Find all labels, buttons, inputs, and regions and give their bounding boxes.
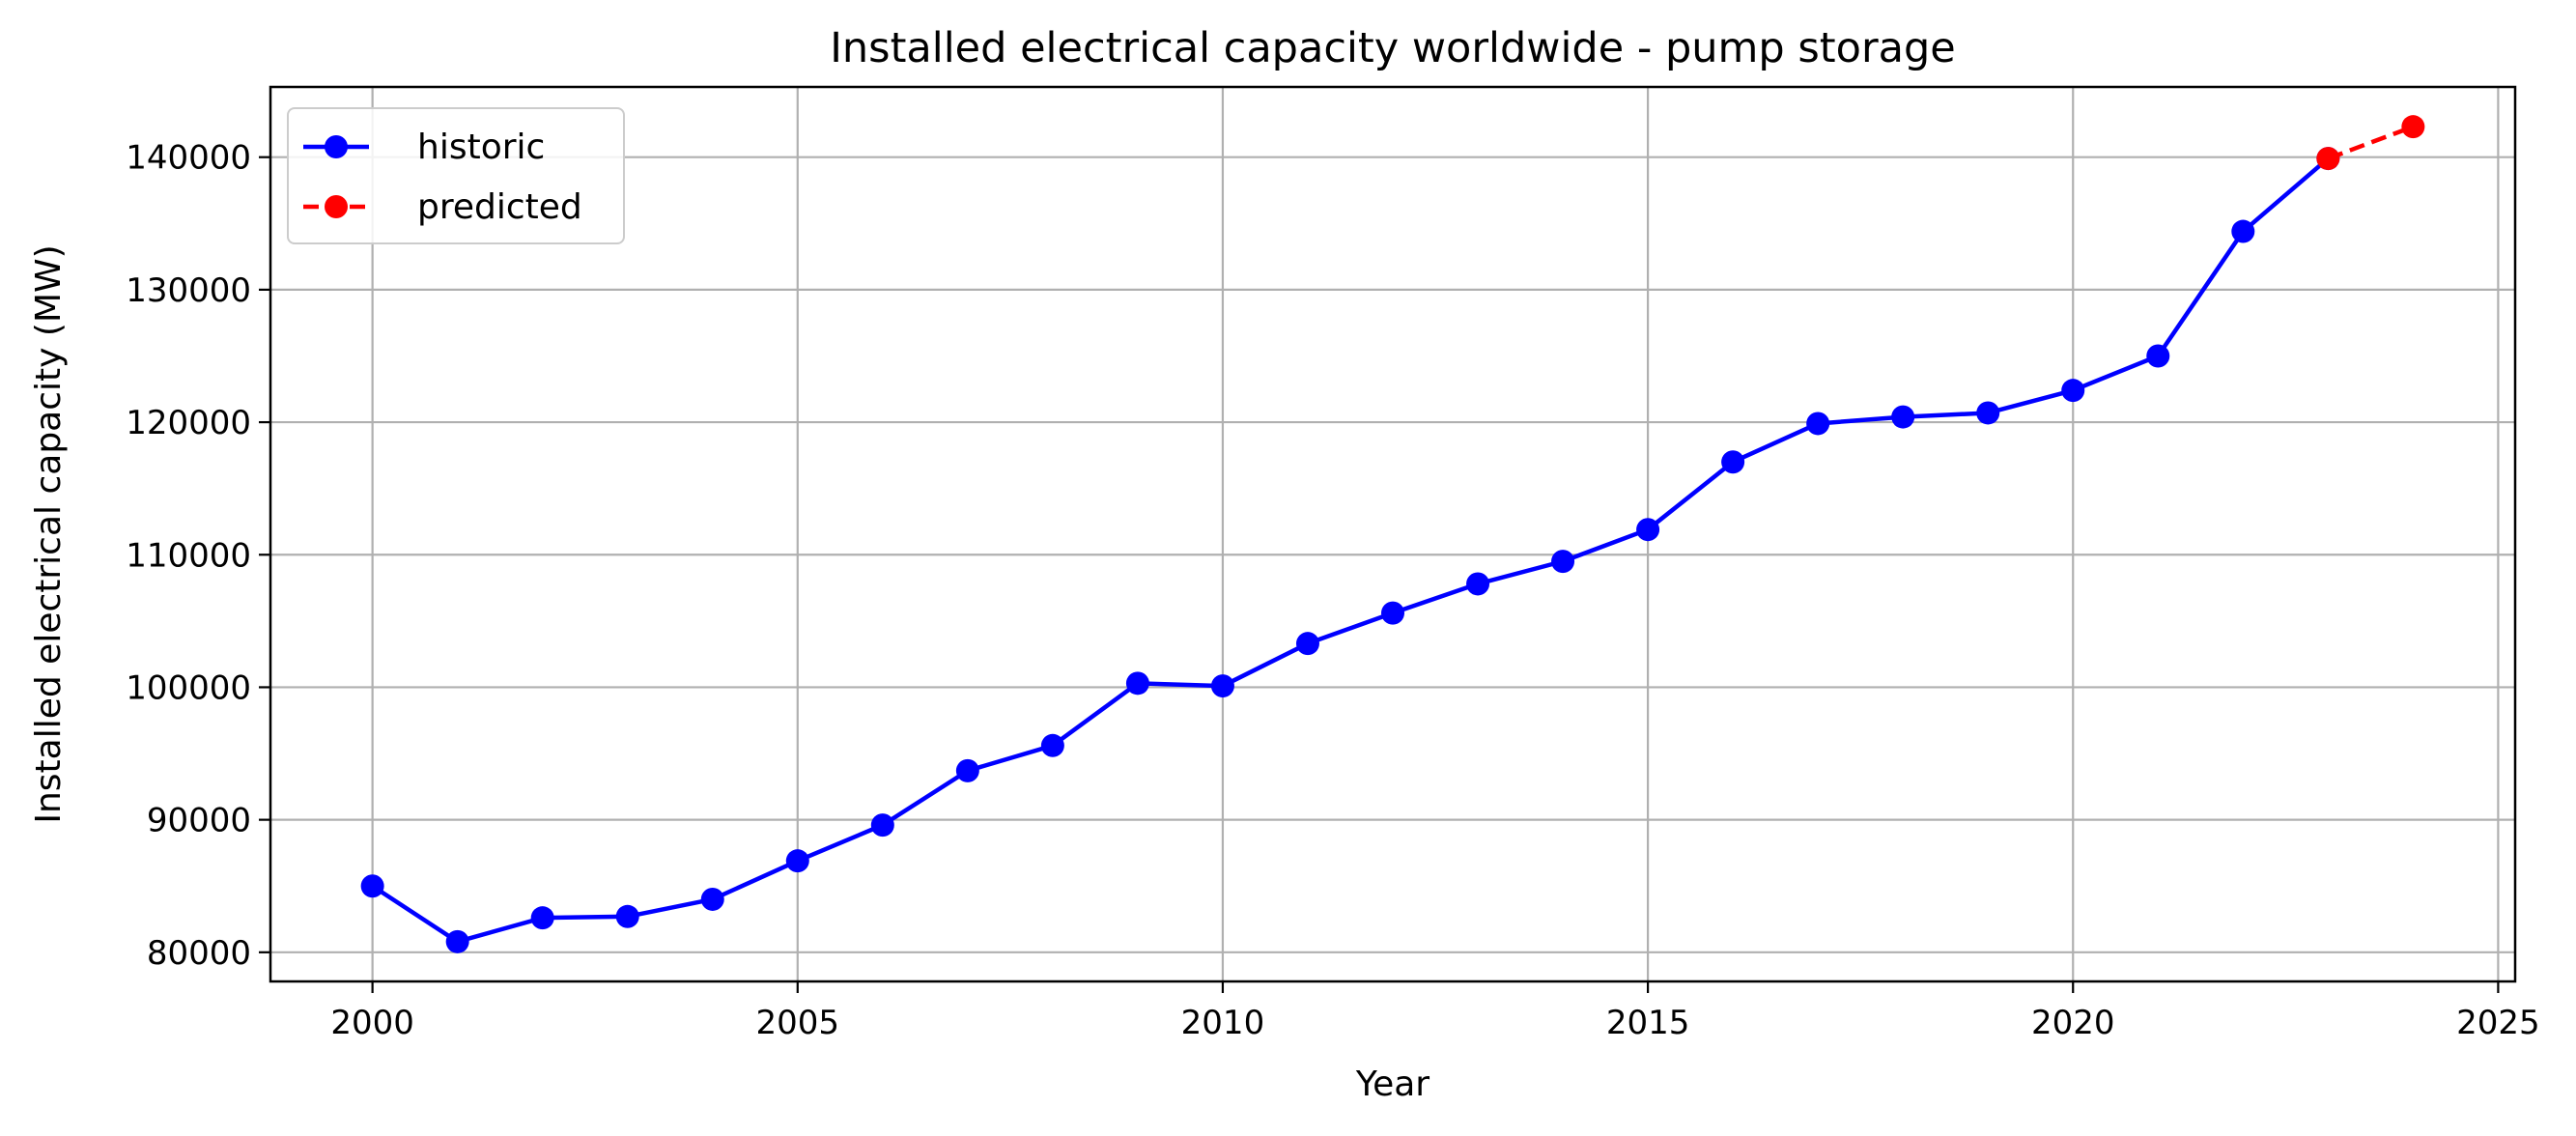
data-point-historic [1891, 405, 1915, 429]
series-line-predicted [2327, 125, 2415, 161]
data-point-historic [1381, 601, 1404, 625]
y-tick-label: 80000 [147, 934, 251, 973]
data-point-historic [785, 849, 809, 873]
series-layer [360, 115, 2425, 953]
data-point-historic [1125, 671, 1149, 696]
legend-label-predicted: predicted [417, 187, 582, 227]
data-point-historic [2061, 379, 2085, 403]
chart-title: Installed electrical capacity worldwide … [830, 24, 1956, 72]
data-point-historic [1466, 572, 1490, 596]
data-point-historic [360, 874, 384, 898]
y-tick-label: 90000 [147, 802, 251, 840]
data-point-historic [1806, 412, 1830, 436]
data-point-historic [1721, 450, 1745, 474]
plot-frame [269, 85, 2517, 983]
data-point-predicted [2316, 147, 2340, 171]
series-predicted [2316, 115, 2425, 171]
series-line-historic [371, 156, 2330, 945]
data-point-historic [1040, 733, 1064, 757]
legend-label-historic: historic [417, 128, 545, 167]
x-tick-label: 2005 [756, 1004, 840, 1042]
x-axis: 2000 2005 2010 2015 2020 2025 [330, 981, 2540, 1042]
data-point-historic [700, 887, 724, 911]
legend-marker-historic [325, 135, 348, 158]
legend: historic predicted [287, 107, 625, 244]
legend-box [287, 107, 625, 244]
y-tick-label: 140000 [126, 139, 251, 178]
data-point-historic [1551, 550, 1575, 574]
x-tick-label: 2015 [1606, 1004, 1690, 1042]
data-point-predicted [2401, 115, 2425, 139]
y-tick-label: 120000 [126, 404, 251, 442]
data-point-historic [615, 904, 639, 928]
x-tick-label: 2025 [2456, 1004, 2540, 1042]
data-point-historic [1976, 401, 2000, 425]
grid-lines [270, 87, 2515, 981]
legend-marker-predicted [325, 195, 348, 218]
y-tick-label: 130000 [126, 271, 251, 310]
y-tick-label: 110000 [126, 536, 251, 575]
legend-item-predicted: predicted [303, 187, 582, 227]
x-tick-label: 2020 [2031, 1004, 2115, 1042]
data-point-historic [445, 929, 469, 953]
data-point-historic [2231, 219, 2255, 243]
x-tick-label: 2010 [1181, 1004, 1265, 1042]
data-point-historic [1295, 632, 1319, 656]
x-tick-label: 2000 [330, 1004, 414, 1042]
data-point-historic [1636, 518, 1660, 542]
data-point-historic [2146, 344, 2170, 368]
y-axis: 80000 90000 100000 110000 120000 130000 140000 [126, 139, 270, 973]
series-historic [360, 147, 2340, 953]
data-point-historic [530, 906, 554, 930]
legend-item-historic: historic [303, 128, 545, 167]
x-axis-label: Year [1355, 1065, 1430, 1104]
y-axis-label: Installed electrical capacity (MW) [29, 244, 69, 823]
data-point-historic [1210, 674, 1234, 698]
y-tick-label: 100000 [126, 668, 251, 707]
data-point-historic [955, 758, 979, 782]
data-point-historic [870, 813, 894, 838]
